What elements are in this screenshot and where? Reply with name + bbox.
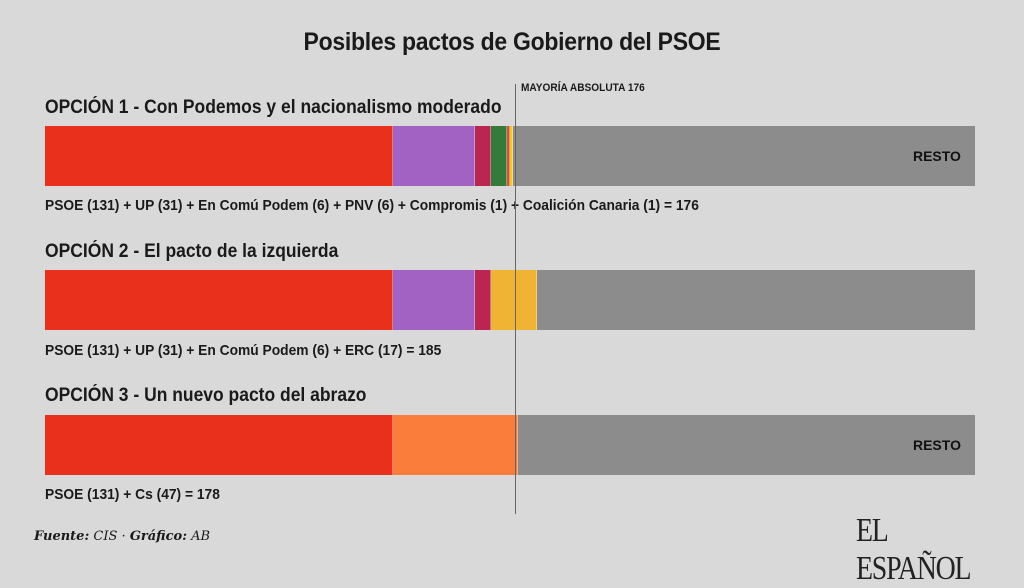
source-fuente: CIS xyxy=(93,529,118,544)
majority-label: MAYORÍA ABSOLUTA 176 xyxy=(521,82,645,94)
option-1-title: OPCIÓN 1 - Con Podemos y el nacionalismo… xyxy=(45,97,502,118)
source-sep: · xyxy=(121,529,126,544)
source-grafico: AB xyxy=(191,529,211,544)
segment-up xyxy=(393,270,476,330)
segment-en-comú-podem xyxy=(475,126,492,186)
segment-en-comú-podem xyxy=(475,270,492,330)
option-3-bar: RESTO xyxy=(45,415,975,475)
segment-cs xyxy=(393,415,518,475)
segment-resto: RESTO xyxy=(512,126,975,186)
resto-label: RESTO xyxy=(912,437,961,453)
segment-coalición-canaria xyxy=(509,126,513,186)
segment-psoe xyxy=(45,126,394,186)
option-2-formula: PSOE (131) + UP (31) + En Comú Podem (6)… xyxy=(45,342,442,359)
segment-up xyxy=(393,126,476,186)
el-espanol-logo: EL ESPAÑOL xyxy=(856,512,972,587)
segment-compromis xyxy=(507,126,510,186)
segment-resto xyxy=(536,270,975,330)
option-3-formula: PSOE (131) + Cs (47) = 178 xyxy=(45,486,220,503)
resto-label: RESTO xyxy=(912,148,961,164)
chart-title: Posibles pactos de Gobierno del PSOE xyxy=(303,28,721,56)
option-1-formula: PSOE (131) + UP (31) + En Comú Podem (6)… xyxy=(45,197,699,214)
source-credit: Fuente: CIS · Gráfico: AB xyxy=(34,529,210,544)
source-fuente-label: Fuente: xyxy=(34,529,90,544)
majority-line xyxy=(515,84,516,514)
segment-pnv xyxy=(491,126,508,186)
option-3-title: OPCIÓN 3 - Un nuevo pacto del abrazo xyxy=(45,385,367,406)
segment-psoe xyxy=(45,270,394,330)
segment-resto: RESTO xyxy=(517,415,975,475)
source-grafico-label: Gráfico: xyxy=(129,529,188,544)
option-2-bar xyxy=(45,270,975,330)
segment-psoe xyxy=(45,415,394,475)
segment-erc xyxy=(491,270,537,330)
option-2-title: OPCIÓN 2 - El pacto de la izquierda xyxy=(45,241,339,262)
option-1-bar: RESTO xyxy=(45,126,975,186)
